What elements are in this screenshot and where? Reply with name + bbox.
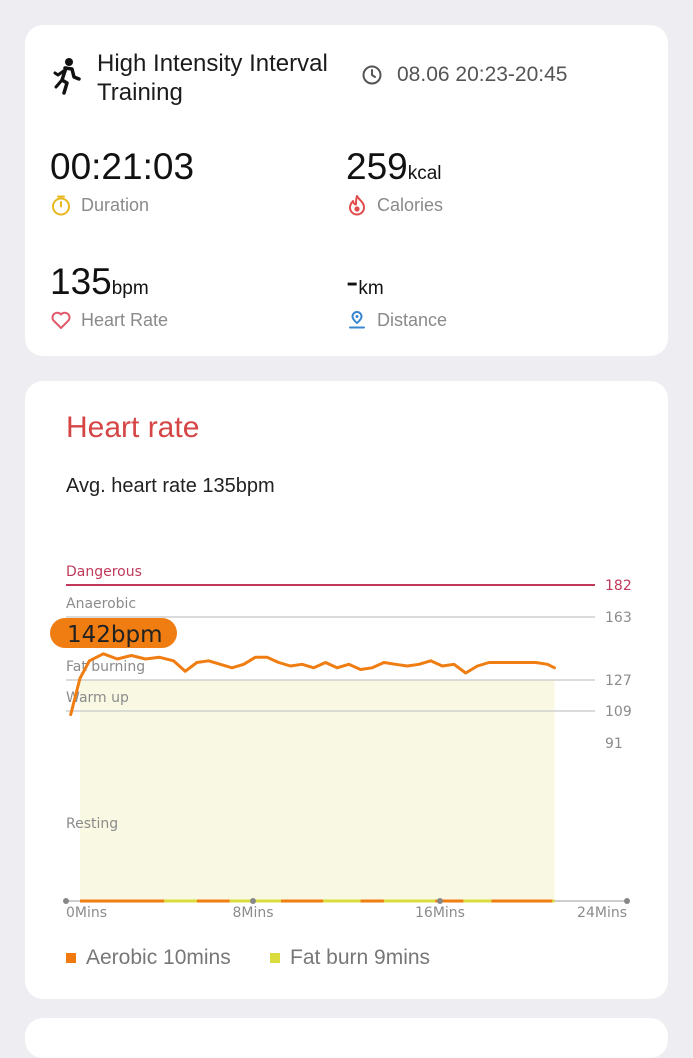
y-tick-label: 182: [605, 578, 632, 594]
heart-rate-chart: DangerousAnaerobicCardio trainingFat bur…: [50, 564, 632, 921]
x-tick-label: 8Mins: [232, 905, 273, 921]
y-tick-label: 127: [605, 673, 632, 689]
heart-rate-title: Heart rate: [66, 411, 200, 444]
duration-metric: 00:21:03 Duration: [50, 146, 194, 216]
duration-label: Duration: [81, 194, 150, 215]
heart-rate-value: 135: [50, 261, 112, 302]
heart-rate-metric: 135bpm Heart Rate: [50, 261, 168, 331]
legend-aerobic: Aerobic 10mins: [66, 946, 231, 970]
stopwatch-icon: [52, 195, 70, 216]
zone-label-warm-up: Warm up: [66, 690, 129, 706]
calories-unit: kcal: [407, 163, 442, 184]
activity-title: High Intensity Interval Training: [97, 50, 328, 106]
distance-label: Distance: [377, 309, 448, 330]
heart-icon: [51, 311, 71, 329]
calories-metric: 259kcal Calories: [346, 146, 443, 216]
y-tick-label: 91: [605, 736, 623, 752]
duration-value: 00:21:03: [50, 146, 195, 187]
location-pin-icon: [349, 310, 365, 329]
heart-rate-card: Heart rate Avg. heart rate 135bpm Danger…: [25, 381, 668, 999]
running-person-icon: [53, 58, 81, 95]
heart-rate-label: Heart Rate: [81, 309, 169, 330]
legend-aerobic-swatch: [66, 953, 76, 963]
max-heart-rate-label: 142bpm: [67, 622, 163, 648]
clock-icon: [362, 65, 382, 85]
activity-time-range: 08.06 20:23-20:45: [397, 63, 568, 86]
flame-icon: [349, 195, 365, 216]
distance-value: -: [346, 261, 359, 302]
session-fill-area: [80, 680, 555, 901]
zone-label-resting: Resting: [66, 816, 118, 832]
max-heart-rate-badge: [50, 618, 177, 648]
x-tick-label: 24Mins: [577, 905, 627, 921]
legend-fat-burn-label: Fat burn 9mins: [290, 946, 431, 969]
x-tick-dot: [437, 898, 443, 904]
workout-summary-card: High Intensity Interval Training 08.06 2…: [25, 25, 668, 356]
distance-metric: -km Distance: [346, 261, 447, 331]
average-heart-rate: Avg. heart rate 135bpm: [66, 475, 275, 497]
calories-label: Calories: [377, 194, 444, 215]
activity-time: 08.06 20:23-20:45: [361, 63, 567, 87]
heart-rate-unit: bpm: [111, 278, 149, 299]
legend-fat-burn: Fat burn 9mins: [270, 946, 430, 970]
calories-value: 259: [346, 146, 408, 187]
x-tick-label: 0Mins: [66, 905, 107, 921]
heart-rate-line: [69, 652, 556, 717]
y-tick-label: 163: [605, 610, 632, 626]
zone-label-fat-burning: Fat burning: [66, 659, 145, 675]
zone-label-anaerobic: Anaerobic: [66, 596, 136, 612]
distance-unit: km: [358, 278, 384, 299]
x-tick-label: 16Mins: [415, 905, 465, 921]
x-tick-dot: [63, 898, 69, 904]
x-tick-dot: [250, 898, 256, 904]
zone-label-dangerous: Dangerous: [66, 564, 142, 580]
next-card: [25, 1018, 668, 1058]
legend-aerobic-label: Aerobic 10mins: [86, 946, 231, 969]
y-tick-label: 109: [605, 704, 632, 720]
x-tick-dot: [624, 898, 630, 904]
legend-fat-burn-swatch: [270, 953, 280, 963]
